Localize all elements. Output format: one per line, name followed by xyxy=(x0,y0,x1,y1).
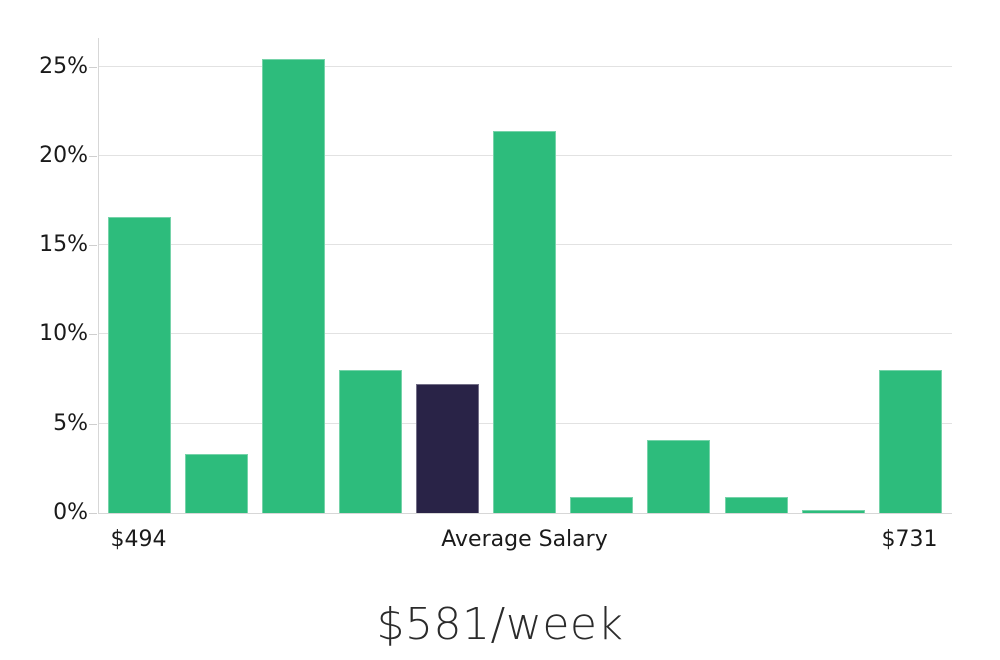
histogram-bar-10 xyxy=(878,370,942,513)
histogram-bar-6 xyxy=(570,496,634,513)
histogram-bar-8 xyxy=(724,496,788,513)
y-axis-tick-label: 25% xyxy=(39,53,88,79)
y-tick-mark xyxy=(89,334,97,336)
gridline-25% xyxy=(99,65,952,67)
x-axis-tick-label: Average Salary xyxy=(441,527,608,552)
y-tick-mark xyxy=(89,513,97,514)
x-axis-tick-label: $731 xyxy=(881,527,938,552)
histogram-bar-2 xyxy=(261,59,325,513)
average-salary-bar xyxy=(416,384,480,513)
average-salary-title: $581/week xyxy=(376,599,624,650)
y-axis-tick-label: 10% xyxy=(39,321,88,347)
y-tick-mark xyxy=(89,245,97,247)
histogram-bar-5 xyxy=(493,130,557,513)
x-axis-tick-label: $494 xyxy=(110,527,167,552)
y-tick-mark xyxy=(89,423,97,425)
histogram-bar-0 xyxy=(107,216,171,513)
y-tick-mark xyxy=(89,155,97,157)
y-axis-tick-label: 15% xyxy=(39,232,88,258)
histogram-bar-1 xyxy=(184,454,248,513)
histogram-bar-7 xyxy=(647,439,711,513)
histogram-bar-3 xyxy=(339,370,403,513)
y-axis-tick-label: 5% xyxy=(53,410,88,436)
y-axis-tick-label: 0% xyxy=(53,500,88,525)
plot-area xyxy=(98,38,952,514)
y-tick-mark xyxy=(89,66,97,68)
y-axis-tick-label: 20% xyxy=(39,142,88,168)
histogram-bar-9 xyxy=(801,510,865,513)
